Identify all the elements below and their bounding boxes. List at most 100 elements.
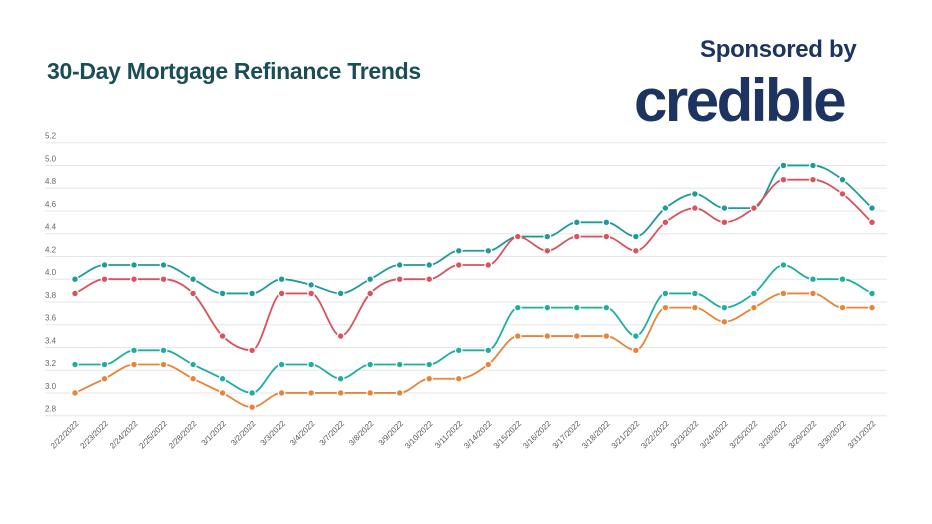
data-point bbox=[366, 289, 375, 298]
data-point bbox=[366, 275, 375, 284]
data-point bbox=[661, 289, 670, 298]
data-point bbox=[750, 204, 758, 213]
series-3 bbox=[71, 289, 876, 412]
data-point bbox=[572, 232, 581, 241]
x-tick-label: 3/15/2022 bbox=[492, 419, 524, 451]
x-tick-label: 3/3/2022 bbox=[259, 419, 288, 448]
data-point bbox=[307, 280, 316, 289]
data-point bbox=[809, 175, 817, 184]
data-point bbox=[631, 232, 640, 241]
data-point bbox=[159, 360, 168, 369]
data-point bbox=[484, 261, 493, 269]
data-point bbox=[572, 218, 581, 227]
data-point bbox=[868, 289, 876, 298]
data-point bbox=[720, 204, 729, 213]
data-point bbox=[248, 403, 257, 412]
data-point bbox=[218, 332, 227, 340]
data-point bbox=[218, 374, 227, 383]
x-tick-label: 3/9/2022 bbox=[377, 419, 406, 448]
y-tick-label: 4.0 bbox=[45, 268, 57, 277]
data-point bbox=[130, 275, 138, 284]
data-point bbox=[720, 218, 729, 227]
data-point bbox=[543, 332, 552, 340]
data-point bbox=[631, 346, 640, 355]
x-tick-label: 3/25/2022 bbox=[728, 419, 760, 451]
data-point bbox=[336, 289, 345, 298]
data-point bbox=[366, 360, 375, 369]
x-tick-label: 3/10/2022 bbox=[403, 419, 435, 451]
x-tick-label: 2/24/2022 bbox=[108, 419, 140, 451]
series-line bbox=[74, 264, 873, 394]
data-point bbox=[779, 161, 788, 170]
data-point bbox=[100, 374, 109, 383]
data-point bbox=[336, 332, 345, 340]
data-point bbox=[159, 275, 168, 284]
data-point bbox=[395, 360, 404, 369]
data-point bbox=[779, 175, 788, 184]
data-point bbox=[809, 275, 817, 284]
data-point bbox=[602, 303, 611, 312]
data-point bbox=[307, 360, 316, 369]
x-tick-label: 3/30/2022 bbox=[816, 419, 848, 451]
data-point bbox=[543, 246, 552, 255]
data-point bbox=[513, 232, 522, 241]
data-point bbox=[189, 289, 197, 298]
data-point bbox=[277, 275, 286, 284]
data-point bbox=[572, 303, 581, 312]
data-point bbox=[484, 360, 493, 369]
data-point bbox=[71, 275, 79, 284]
x-tick-label: 3/24/2022 bbox=[698, 419, 730, 451]
data-point bbox=[248, 289, 257, 298]
data-point bbox=[100, 275, 109, 284]
x-tick-label: 2/25/2022 bbox=[137, 419, 169, 451]
y-tick-label: 3.2 bbox=[45, 359, 57, 368]
x-tick-label: 2/22/2022 bbox=[49, 419, 81, 451]
series-line bbox=[74, 164, 873, 295]
data-point bbox=[189, 374, 197, 383]
data-point bbox=[572, 332, 581, 340]
y-tick-label: 5.2 bbox=[45, 132, 57, 141]
x-tick-label: 3/11/2022 bbox=[433, 419, 464, 450]
data-point bbox=[130, 261, 138, 269]
data-point bbox=[868, 303, 876, 312]
data-point bbox=[513, 303, 522, 312]
data-point bbox=[277, 360, 286, 369]
data-point bbox=[189, 360, 197, 369]
data-point bbox=[690, 204, 699, 213]
y-tick-label: 3.0 bbox=[45, 382, 57, 391]
data-point bbox=[779, 261, 788, 269]
data-point bbox=[71, 360, 79, 369]
x-tick-label: 2/23/2022 bbox=[78, 419, 110, 451]
data-point bbox=[159, 346, 168, 355]
y-tick-label: 3.4 bbox=[45, 336, 57, 345]
data-point bbox=[218, 389, 227, 397]
y-tick-label: 2.8 bbox=[45, 405, 57, 414]
y-tick-label: 4.4 bbox=[45, 223, 57, 232]
x-tick-label: 3/22/2022 bbox=[639, 419, 671, 451]
data-point bbox=[366, 389, 375, 397]
data-point bbox=[809, 289, 817, 298]
data-point bbox=[425, 374, 434, 383]
x-tick-label: 2/28/2022 bbox=[167, 419, 199, 451]
data-point bbox=[543, 303, 552, 312]
data-point bbox=[690, 303, 699, 312]
x-tick-label: 3/28/2022 bbox=[757, 419, 789, 451]
sponsor-label: Sponsored by bbox=[700, 36, 857, 63]
data-point bbox=[838, 275, 847, 284]
data-point bbox=[484, 246, 493, 255]
data-point bbox=[100, 360, 109, 369]
data-point bbox=[159, 261, 168, 269]
data-point bbox=[100, 261, 109, 269]
data-point bbox=[720, 317, 729, 326]
data-point bbox=[395, 389, 404, 397]
y-tick-label: 3.6 bbox=[45, 314, 57, 323]
data-point bbox=[868, 218, 876, 227]
x-tick-label: 3/23/2022 bbox=[669, 419, 701, 451]
x-tick-label: 3/7/2022 bbox=[318, 419, 347, 448]
data-point bbox=[779, 289, 788, 298]
x-tick-label: 3/21/2022 bbox=[610, 419, 642, 451]
data-point bbox=[690, 289, 699, 298]
data-point bbox=[336, 374, 345, 383]
data-point bbox=[395, 261, 404, 269]
data-point bbox=[395, 275, 404, 284]
